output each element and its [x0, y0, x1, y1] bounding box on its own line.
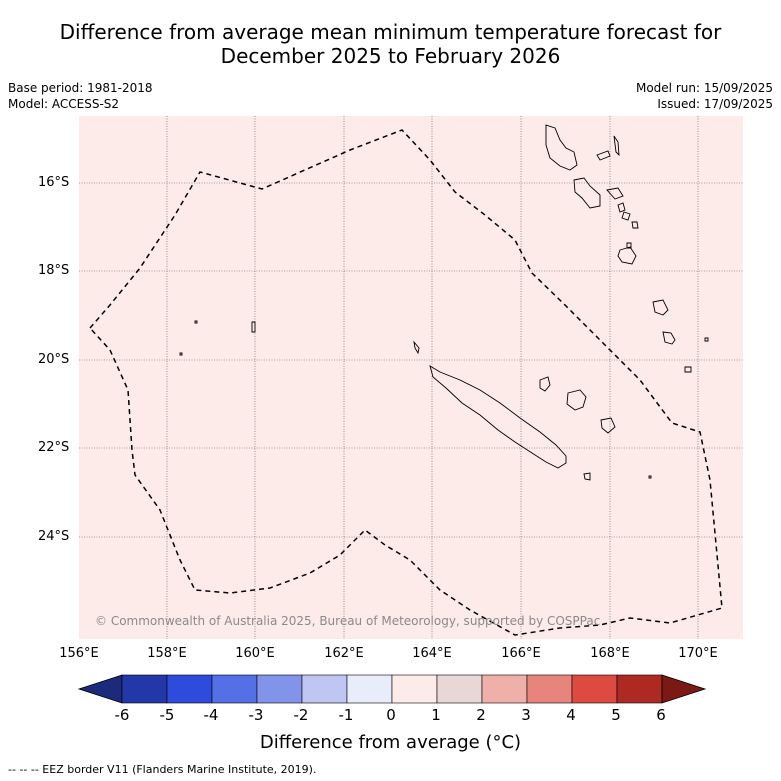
- loyalty-island-lifou: [566, 389, 587, 411]
- model-name: Model: ACCESS-S2: [8, 97, 120, 111]
- lon-label-164e: 164°E: [412, 646, 452, 661]
- colorbar-label-4: 4: [566, 706, 576, 724]
- new-caledonia-grande-terre: [429, 365, 567, 469]
- lon-label-166e: 166°E: [501, 646, 541, 661]
- islands: [179, 124, 709, 481]
- map-background: [79, 116, 743, 639]
- colorbar-label-neg5: -5: [159, 706, 175, 724]
- lon-label-160e: 160°E: [235, 646, 275, 661]
- colorbar-label-neg3: -3: [248, 706, 264, 724]
- colorbar-label-6: 6: [656, 706, 666, 724]
- colorbar-segment: [481, 674, 528, 704]
- hunter-island: [704, 337, 709, 342]
- colorbar-extend-high: [661, 674, 707, 704]
- lon-label-162e: 162°E: [324, 646, 364, 661]
- loyalty-island-ouvea: [539, 376, 551, 392]
- chesterfield-islet-2: [194, 320, 198, 324]
- lat-label-20s: 20°S: [38, 352, 70, 367]
- lon-label-158e: 158°E: [147, 646, 187, 661]
- title-line-2: December 2025 to February 2026: [220, 44, 561, 68]
- loyalty-island-mare: [600, 417, 616, 434]
- colorbar-label-neg1: -1: [338, 706, 354, 724]
- colorbar-segment: [211, 674, 258, 704]
- title-line-1: Difference from average mean minimum tem…: [59, 20, 722, 44]
- eez-legend-footnote: -- -- -- EEZ border V11 (Flanders Marine…: [8, 763, 317, 776]
- colorbar-label-2: 2: [476, 706, 486, 724]
- isle-of-pines: [583, 472, 591, 481]
- colorbar-title: Difference from average (°C): [259, 732, 522, 753]
- colorbar-segment: [526, 674, 573, 704]
- lat-label-18s: 18°S: [38, 263, 70, 278]
- copyright-text: © Commonwealth of Australia 2025, Bureau…: [95, 614, 601, 628]
- vanuatu-aneityum-1: [652, 299, 669, 316]
- model-run: Model run: 15/09/2025: [635, 81, 773, 95]
- lon-label-156e: 156°E: [59, 646, 99, 661]
- chesterfield-islet-3: [179, 352, 183, 356]
- base-period: Base period: 1981-2018: [8, 81, 153, 95]
- colorbar-segment: [391, 674, 438, 704]
- vanuatu-malekula: [573, 177, 601, 209]
- belep-islands: [413, 340, 420, 355]
- colorbar-label-5: 5: [611, 706, 621, 724]
- chesterfield-islet-1: [251, 321, 256, 333]
- meta-right: Model run: 15/09/2025 Issued: 17/09/2025: [636, 80, 773, 112]
- vanuatu-pentecost: [606, 187, 624, 200]
- colorbar-label-0: 0: [386, 706, 396, 724]
- vanuatu-shepherds: [631, 221, 639, 229]
- issued-date: Issued: 17/09/2025: [657, 97, 773, 111]
- vanuatu-espiritu-santo: [545, 124, 578, 171]
- vanuatu-aneityum-2: [662, 331, 676, 345]
- lat-label-22s: 22°S: [38, 440, 70, 455]
- colorbar-extend-low: [77, 674, 123, 704]
- colorbar-segment: [121, 674, 168, 704]
- vanuatu-efate: [621, 211, 631, 221]
- matthew-island: [684, 366, 692, 373]
- colorbar-label-1: 1: [431, 706, 441, 724]
- vanuatu-epi: [617, 202, 626, 213]
- lat-label-16s: 16°S: [38, 175, 70, 190]
- vanuatu-maewo: [613, 135, 620, 157]
- colorbar-segment: [166, 674, 213, 704]
- walpole-island: [648, 475, 652, 479]
- meta-left: Base period: 1981-2018 Model: ACCESS-S2: [8, 80, 153, 112]
- colorbar-label-3: 3: [521, 706, 531, 724]
- colorbar-segment: [256, 674, 303, 704]
- eez-border: [88, 129, 723, 636]
- lat-label-24s: 24°S: [38, 529, 70, 544]
- colorbar-segment: [436, 674, 483, 704]
- gridlines: [79, 116, 743, 639]
- vanuatu-tanna: [626, 242, 632, 249]
- colorbar-label-neg6: -6: [114, 706, 130, 724]
- colorbar-segment: [346, 674, 393, 704]
- colorbar-label-neg2: -2: [293, 706, 309, 724]
- vanuatu-erromango: [617, 246, 637, 265]
- map-title: Difference from average mean minimum tem…: [0, 20, 781, 68]
- colorbar-segment: [616, 674, 663, 704]
- colorbar-label-neg4: -4: [203, 706, 219, 724]
- colorbar-segment: [301, 674, 348, 704]
- colorbar-segment: [571, 674, 618, 704]
- lon-label-170e: 170°E: [678, 646, 718, 661]
- vanuatu-malo: [596, 150, 611, 161]
- lon-label-168e: 168°E: [590, 646, 630, 661]
